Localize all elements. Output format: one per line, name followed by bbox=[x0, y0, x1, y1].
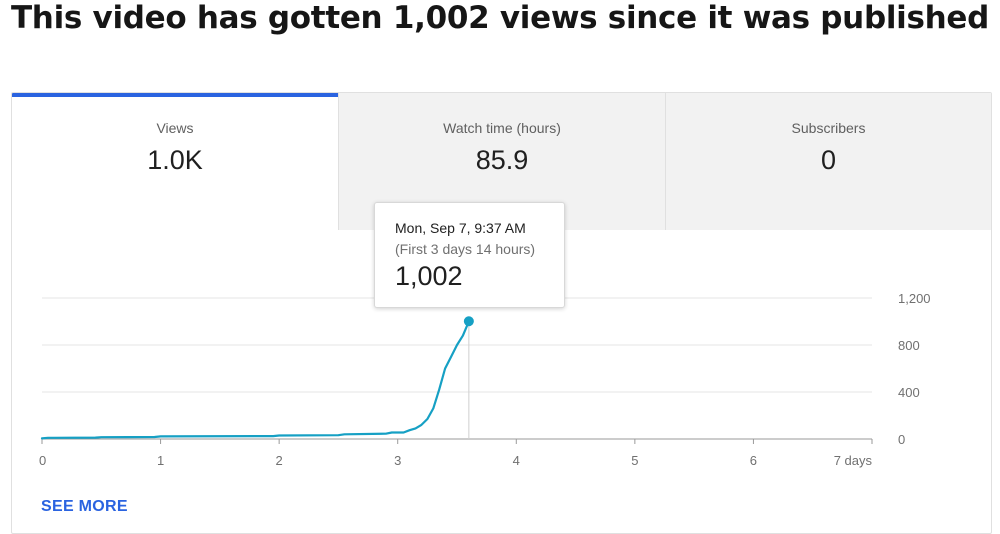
tooltip-date: Mon, Sep 7, 9:37 AM bbox=[395, 220, 526, 236]
tab-subscribers-value: 0 bbox=[820, 145, 837, 175]
analytics-card: Views 1.0K Watch time (hours) 85.9 Subsc… bbox=[11, 92, 992, 534]
tab-views-value: 1.0K bbox=[147, 145, 203, 175]
highlight-point bbox=[463, 316, 474, 327]
x-tick-label: 5 bbox=[631, 453, 638, 468]
chart-tooltip: Mon, Sep 7, 9:37 AM (First 3 days 14 hou… bbox=[374, 202, 565, 308]
tooltip-value: 1,002 bbox=[395, 261, 463, 291]
x-tick-label: 6 bbox=[750, 453, 757, 468]
tab-subscribers[interactable]: Subscribers 0 bbox=[665, 93, 991, 230]
views-series-line bbox=[40, 320, 470, 440]
metric-tabs: Views 1.0K Watch time (hours) 85.9 Subsc… bbox=[12, 93, 991, 230]
tab-views-label: Views bbox=[156, 120, 194, 136]
selected-tab-indicator bbox=[12, 93, 338, 97]
y-tick-label: 800 bbox=[898, 338, 920, 353]
x-tick-label: 7 days bbox=[834, 453, 873, 468]
y-tick-label: 0 bbox=[898, 432, 905, 447]
x-tick-label: 1 bbox=[157, 453, 164, 468]
x-tick-label: 0 bbox=[39, 453, 46, 468]
x-tick-label: 4 bbox=[513, 453, 520, 468]
x-tick-label: 3 bbox=[394, 453, 401, 468]
x-tick-label: 2 bbox=[276, 453, 283, 468]
y-tick-label: 1,200 bbox=[898, 291, 931, 306]
tab-watch-time-value: 85.9 bbox=[475, 145, 529, 175]
page-headline: This video has gotten 1,002 views since … bbox=[10, 0, 990, 36]
tab-subscribers-label: Subscribers bbox=[791, 120, 866, 136]
y-tick-label: 400 bbox=[898, 385, 920, 400]
tab-watch-time-label: Watch time (hours) bbox=[443, 120, 561, 136]
tab-views[interactable]: Views 1.0K bbox=[12, 93, 338, 230]
tooltip-subtitle: (First 3 days 14 hours) bbox=[395, 241, 536, 257]
see-more-link[interactable]: SEE MORE bbox=[41, 498, 128, 515]
